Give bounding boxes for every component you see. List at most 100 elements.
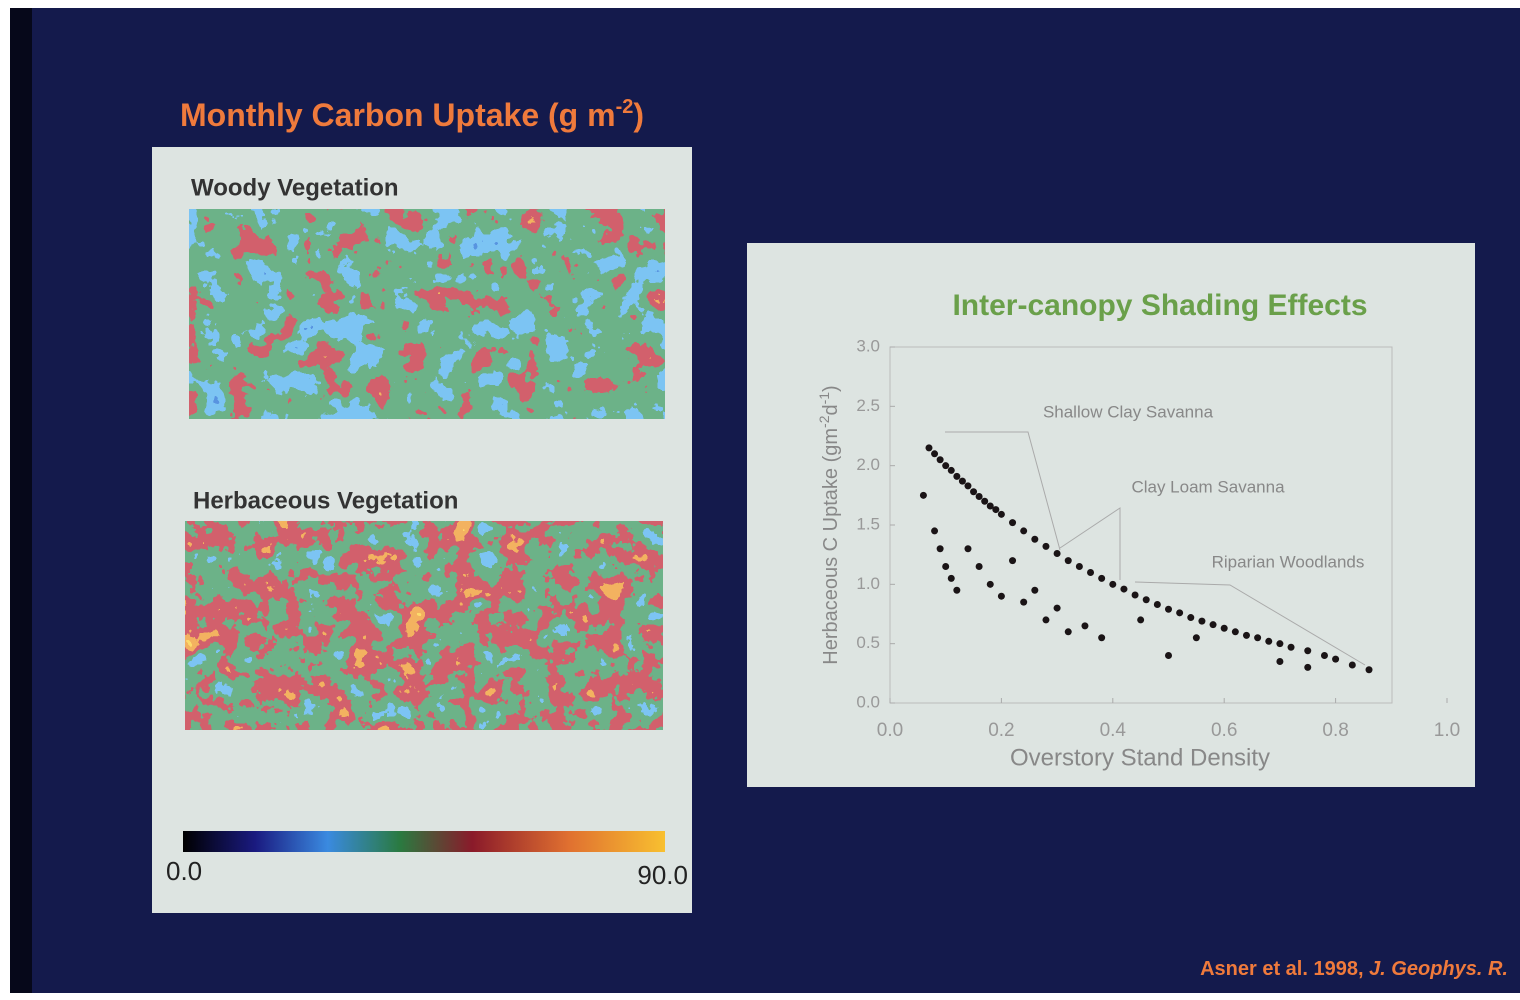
point — [1120, 585, 1128, 593]
point — [1131, 591, 1139, 599]
x-axis-label: Overstory Stand Density — [1010, 744, 1270, 771]
point — [953, 472, 961, 480]
point — [1192, 634, 1200, 642]
y-tick-label: 0.0 — [856, 692, 880, 711]
x-tick-label: 0.6 — [1211, 720, 1237, 741]
x-tick-label: 1.0 — [1434, 720, 1460, 741]
point — [1109, 580, 1117, 588]
point — [1087, 568, 1095, 576]
colorbar-label: 0.0 — [166, 856, 202, 886]
point — [942, 563, 950, 571]
y-axis-label: Herbaceous C Uptake (gm-2d-1) — [816, 385, 843, 664]
point — [1320, 652, 1328, 660]
point — [1176, 609, 1184, 617]
point — [1165, 605, 1172, 613]
leader — [945, 431, 1061, 551]
point — [953, 586, 961, 594]
point — [964, 545, 972, 553]
leader — [1059, 507, 1121, 580]
point — [992, 506, 1000, 514]
map — [189, 209, 665, 419]
edge — [10, 8, 32, 993]
citation-journal: J. Geophys. R. — [1369, 958, 1508, 980]
point — [1020, 598, 1028, 606]
annotation: Riparian Woodlands — [1212, 552, 1365, 571]
y-tick-label: 3.0 — [856, 336, 880, 355]
point — [936, 456, 944, 464]
point — [975, 563, 983, 571]
citation: Asner et al. 1998, J. Geophys. R. — [1200, 958, 1508, 980]
point — [1304, 663, 1312, 671]
point — [1220, 624, 1228, 632]
title-sup: -2 — [616, 96, 634, 118]
point — [1209, 621, 1217, 629]
point — [970, 488, 978, 496]
point — [1254, 634, 1262, 642]
annotation: Shallow Clay Savanna — [1043, 402, 1214, 421]
y-tick-label: 0.5 — [856, 633, 880, 652]
label-sup: -1 — [816, 392, 832, 405]
right-panel — [747, 243, 1475, 787]
point — [1365, 666, 1373, 674]
colorbar-label: 90.0 — [637, 860, 688, 890]
point — [919, 491, 927, 499]
point — [1276, 657, 1284, 665]
y-tick-label: 1.0 — [856, 574, 880, 593]
x-tick-label: 0.2 — [988, 720, 1014, 741]
colorbar — [183, 831, 665, 852]
y-tick-label: 2.5 — [856, 396, 880, 415]
point — [997, 510, 1005, 518]
point — [1081, 622, 1089, 630]
point — [1187, 614, 1195, 622]
point — [986, 502, 994, 510]
point — [1276, 640, 1284, 648]
y-tick-label: 1.5 — [856, 514, 880, 533]
point — [1064, 628, 1072, 636]
point — [947, 466, 955, 474]
point — [1031, 535, 1039, 543]
point — [1265, 637, 1273, 645]
title-part: Monthly Carbon Uptake (g m — [180, 97, 616, 133]
point — [986, 580, 994, 588]
point — [1009, 519, 1017, 527]
plot: 0.0 0.2 0.4 0.6 0.8 1.0 0.0 0.5 1.0 1.5 2.0 2.5 3.0 — [856, 336, 1460, 741]
point — [1009, 557, 1017, 565]
citation-text: Asner et al. 1998, — [1200, 958, 1369, 980]
point — [931, 527, 939, 535]
point — [1075, 563, 1083, 571]
point — [964, 482, 972, 490]
label-part: d — [820, 404, 842, 415]
point — [997, 592, 1005, 600]
leaders — [945, 431, 1366, 666]
title-part: ) — [633, 97, 644, 133]
y-tick-label: 2.0 — [856, 455, 880, 474]
point — [1020, 527, 1028, 535]
point — [1287, 643, 1295, 651]
map — [185, 521, 663, 730]
x-tick-label: 0.8 — [1322, 720, 1348, 741]
point — [981, 497, 989, 505]
point — [942, 462, 950, 470]
point — [1231, 628, 1239, 636]
point — [1042, 542, 1050, 550]
point — [947, 574, 955, 582]
map-label: Herbaceous Vegetation — [193, 487, 458, 514]
point — [1098, 634, 1106, 642]
point — [1198, 617, 1206, 625]
chart-title: Inter-canopy Shading Effects — [952, 289, 1367, 322]
point — [1332, 655, 1340, 663]
x-tick-label: 0.4 — [1100, 720, 1127, 741]
point — [975, 493, 983, 501]
label-part: Herbaceous C Uptake (gm — [820, 428, 842, 665]
point — [936, 545, 944, 553]
point — [931, 450, 939, 458]
point — [1348, 661, 1356, 669]
label-part: ) — [820, 385, 842, 392]
point — [1098, 574, 1106, 582]
label-sup: -2 — [816, 415, 832, 428]
point — [1165, 652, 1172, 660]
point — [925, 444, 933, 452]
point — [958, 477, 966, 485]
point — [1153, 601, 1161, 609]
